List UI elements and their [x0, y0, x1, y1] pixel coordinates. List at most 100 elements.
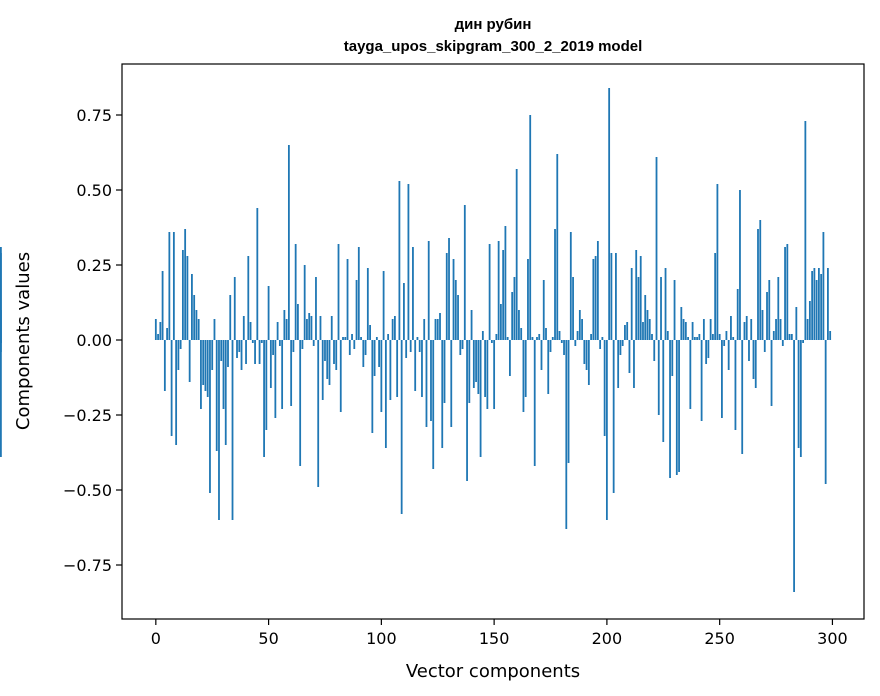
bar-293 — [815, 280, 818, 340]
bar-204 — [615, 253, 617, 340]
bar-213 — [635, 250, 638, 340]
bar-66 — [303, 265, 306, 340]
x-tick-label: 50 — [258, 629, 278, 648]
bar-191 — [585, 340, 588, 370]
y-tick-label: −0.50 — [63, 481, 112, 500]
bar-93 — [364, 340, 367, 355]
bar-264 — [750, 319, 753, 340]
bar-151 — [495, 334, 498, 340]
bar-69 — [310, 316, 313, 340]
bar-71 — [315, 277, 317, 340]
bar-2 — [159, 322, 162, 340]
bar-122 — [430, 340, 432, 421]
bar-26 — [213, 319, 216, 340]
bar-47 — [260, 340, 263, 343]
bar-203 — [612, 340, 615, 493]
bar-9 — [175, 340, 178, 445]
bar-59 — [287, 145, 290, 340]
bar-90 — [357, 247, 360, 340]
bar-84 — [344, 337, 347, 340]
x-tick-label: 0 — [151, 629, 161, 648]
y-tick-label: −0.75 — [63, 556, 112, 575]
x-tick-label: 100 — [366, 629, 397, 648]
bar-45 — [256, 208, 259, 340]
bar-244 — [705, 340, 708, 364]
bar-132 — [452, 259, 455, 340]
bar-145 — [481, 331, 484, 340]
bar-277 — [779, 319, 782, 340]
bar-233 — [680, 307, 683, 340]
bar-283 — [793, 340, 795, 592]
bar-291 — [811, 271, 814, 340]
bar-98 — [375, 337, 378, 340]
bar-60 — [290, 340, 293, 406]
bar-28 — [218, 340, 220, 520]
bar-255 — [730, 316, 732, 340]
bar-267 — [757, 229, 759, 340]
bar-139 — [468, 340, 471, 403]
x-tick-label: 200 — [592, 629, 623, 648]
bar-115 — [414, 340, 417, 391]
bar-19 — [197, 319, 200, 340]
bar-83 — [342, 337, 344, 340]
bar-112 — [407, 184, 410, 340]
bar-32 — [227, 340, 229, 367]
bar-290 — [808, 301, 811, 340]
bar-23 — [206, 340, 209, 397]
bar-126 — [439, 313, 441, 340]
bar-138 — [466, 340, 468, 481]
x-tick-label: 250 — [704, 629, 735, 648]
bar-40 — [245, 340, 247, 364]
bar-221 — [653, 340, 656, 361]
bar-68 — [308, 313, 311, 340]
bar-254 — [727, 340, 730, 370]
bar-217 — [644, 295, 647, 340]
bar-180 — [560, 340, 563, 343]
bar-62 — [294, 244, 297, 340]
bar-274 — [772, 331, 775, 340]
bar-288 — [804, 121, 807, 340]
bar-144 — [479, 340, 482, 457]
x-axis-label: Vector components — [406, 661, 580, 682]
bar-0 — [154, 319, 157, 340]
bar-undefined — [0, 253, 2, 340]
bar-207 — [621, 340, 624, 346]
bar-278 — [781, 340, 784, 346]
bar-198 — [601, 337, 604, 340]
bar-72 — [317, 340, 320, 487]
bar-297 — [824, 340, 827, 484]
bar-27 — [215, 340, 218, 451]
bar-173 — [545, 328, 547, 340]
bar-262 — [745, 316, 748, 340]
bar-103 — [387, 334, 390, 340]
bar-176 — [551, 337, 554, 340]
bar-102 — [384, 340, 387, 448]
bar-199 — [603, 340, 606, 436]
bar-78 — [330, 316, 333, 340]
bar-209 — [626, 322, 629, 340]
bar-31 — [224, 340, 227, 445]
bar-286 — [799, 340, 802, 457]
bar-285 — [797, 340, 800, 448]
bar-117 — [418, 340, 421, 352]
bar-248 — [714, 253, 717, 340]
bar-29 — [220, 340, 223, 361]
bar-74 — [321, 340, 324, 400]
bar-153 — [499, 304, 502, 340]
bar-169 — [536, 337, 538, 340]
bar-10 — [177, 340, 180, 370]
x-tick-label: 150 — [479, 629, 510, 648]
bar-94 — [366, 268, 369, 340]
bar-168 — [533, 340, 536, 466]
bar-231 — [675, 340, 678, 475]
bar-183 — [567, 340, 570, 463]
bar-22 — [204, 340, 207, 391]
bar-266 — [754, 340, 757, 388]
bar-4 — [163, 340, 166, 391]
bar-252 — [723, 340, 726, 346]
bar-20 — [200, 340, 202, 409]
bar-35 — [233, 277, 236, 340]
bar-280 — [786, 244, 789, 340]
bar-166 — [529, 115, 532, 340]
bar-163 — [522, 340, 525, 412]
